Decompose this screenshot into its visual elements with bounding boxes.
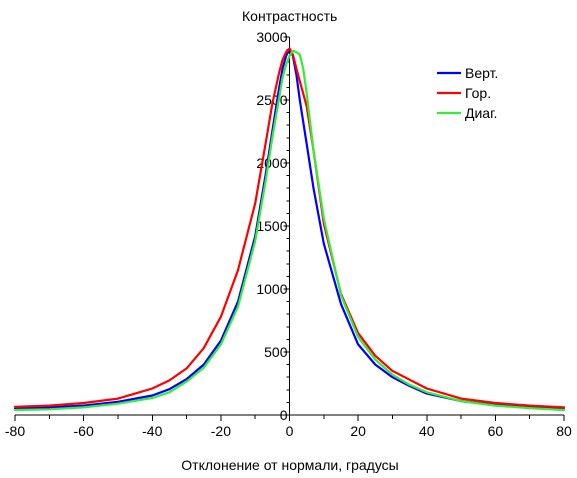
series-line-2: [13, 47, 566, 409]
legend: Верт. Гор. Диаг.: [437, 65, 498, 121]
series-line-3: [13, 49, 566, 412]
x-tick-label: -60: [74, 423, 94, 439]
y-tick-label: 0: [280, 407, 288, 423]
legend-label-2: Гор.: [465, 85, 491, 101]
series-lines: [13, 47, 566, 412]
x-tick-label: 60: [488, 423, 504, 439]
y-tick-label: 500: [264, 344, 288, 360]
x-tick-label: -40: [142, 423, 162, 439]
legend-label-3: Диаг.: [465, 105, 497, 121]
y-tick-label: 1500: [256, 218, 287, 234]
x-tick-label: 80: [556, 423, 572, 439]
x-tick-label: -80: [5, 423, 25, 439]
x-tick-label: 20: [350, 423, 366, 439]
x-tick-label: 0: [286, 423, 294, 439]
y-tick-label: 1000: [256, 281, 287, 297]
axes: -80 -60 -40 -20 0 20 40 60 800500100015002000250…: [5, 29, 572, 439]
x-tick-label: -20: [211, 423, 231, 439]
y-tick-label: 2000: [256, 155, 287, 171]
x-tick-label: 40: [419, 423, 435, 439]
y-axis-title: Контрастность: [242, 8, 337, 24]
x-axis-title: Отклонение от нормали, градусы: [181, 457, 398, 473]
legend-label-1: Верт.: [465, 65, 498, 81]
y-tick-label: 3000: [256, 29, 287, 45]
